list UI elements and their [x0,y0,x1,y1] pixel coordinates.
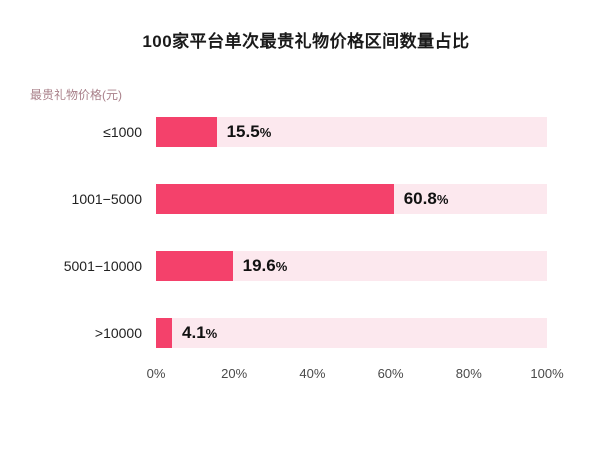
bar-track: 19.6% [156,251,547,281]
x-tick: 100% [530,366,564,381]
value-label: 19.6% [243,256,288,276]
bar [156,117,217,147]
value-label: 15.5% [227,122,272,142]
value-number: 15.5 [226,122,260,141]
percent-sign: % [259,125,272,140]
value-number: 19.6 [242,256,276,275]
bar-track: 60.8% [156,184,547,214]
x-tick: 0% [146,366,166,381]
bar-rows: ≤1000 15.5% 1001−5000 60.8% 5001−10000 1… [30,117,547,385]
category-label: 1001−5000 [71,191,142,207]
bar [156,184,394,214]
category-label: ≤1000 [103,124,142,140]
bar-row: 1001−5000 60.8% [30,184,547,214]
x-tick: 80% [455,366,482,381]
x-tick: 40% [299,366,326,381]
bar-track: 4.1% [156,318,547,348]
value-number: 4.1 [182,323,206,342]
bar [156,318,173,348]
x-tick: 60% [377,366,404,381]
x-tick: 20% [221,366,248,381]
bar [156,251,233,281]
bar-track: 15.5% [156,117,547,147]
value-label: 60.8% [404,189,449,209]
y-axis-label: 最贵礼物价格(元) [30,88,122,102]
value-number: 60.8 [403,189,437,208]
value-label: 4.1% [182,323,217,343]
percent-sign: % [205,326,218,341]
bar-row: ≤1000 15.5% [30,117,547,147]
percent-sign: % [275,259,288,274]
bar-row: >10000 4.1% [30,318,547,348]
category-label: 5001−10000 [63,258,142,274]
category-label: >10000 [94,325,142,341]
percent-sign: % [436,192,449,207]
x-axis: 0% 20% 40% 60% 80% 100% [147,366,564,384]
chart-title: 100家平台单次最贵礼物价格区间数量占比 [142,32,470,51]
bar-row: 5001−10000 19.6% [30,251,547,281]
